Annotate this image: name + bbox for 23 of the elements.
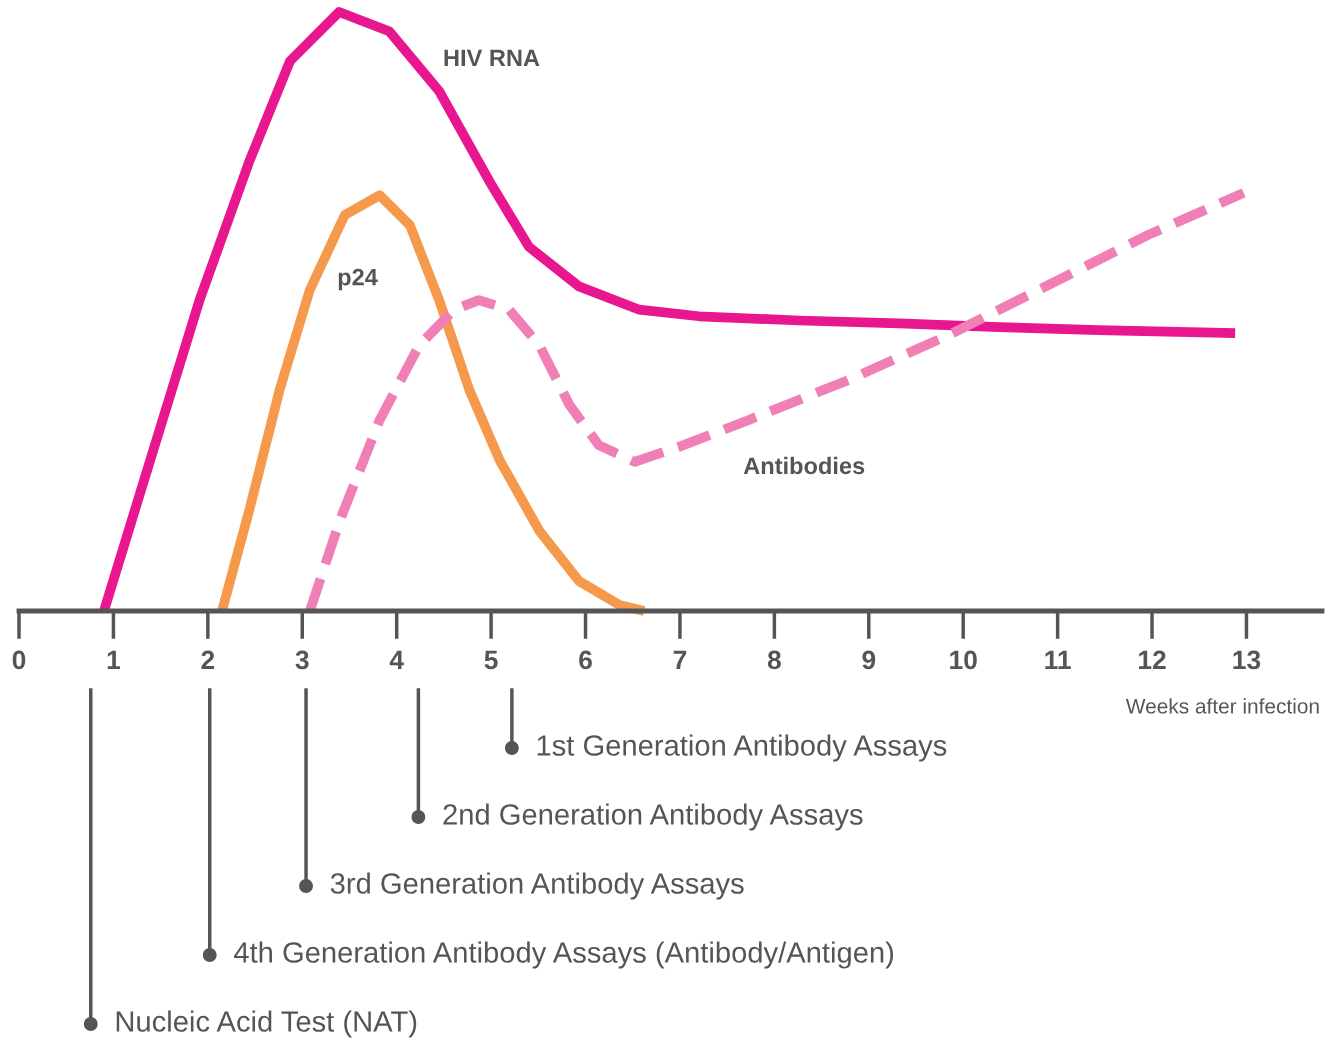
- x-tick-label: 8: [767, 650, 781, 670]
- ref-line-label: 2nd Generation Antibody Assays: [443, 803, 863, 831]
- ref-line-label: 4th Generation Antibody Assays (Antibody/Antigen): [234, 941, 894, 969]
- x-tick-label: 5: [484, 650, 498, 670]
- ref-line-label: Nucleic Acid Test (NAT): [116, 1010, 417, 1038]
- x-tick-label: 13: [1233, 650, 1261, 670]
- x-axis-title: Weeks after infection: [1125, 698, 1319, 714]
- x-tick-label: 11: [1045, 650, 1071, 670]
- x-tick-label: 6: [579, 650, 592, 670]
- x-tick-label: 0: [12, 650, 26, 670]
- x-tick-label: 2: [201, 650, 215, 670]
- x-tick-label: 12: [1139, 650, 1166, 670]
- series-label: p24: [338, 268, 378, 291]
- x-tick-label: 1: [107, 650, 121, 670]
- x-tick-label: 10: [950, 650, 977, 670]
- series-label: Antibodies: [743, 456, 865, 475]
- series-label: HIV RNA: [444, 49, 540, 67]
- x-tick-label: 3: [295, 650, 309, 670]
- x-tick-label: 9: [862, 650, 876, 670]
- x-tick-label: 7: [673, 650, 687, 670]
- ref-line-label: 3rd Generation Antibody Assays: [330, 872, 744, 900]
- ref-line-label: 1st Generation Antibody Assays: [537, 734, 947, 762]
- x-tick-label: 4: [389, 650, 404, 670]
